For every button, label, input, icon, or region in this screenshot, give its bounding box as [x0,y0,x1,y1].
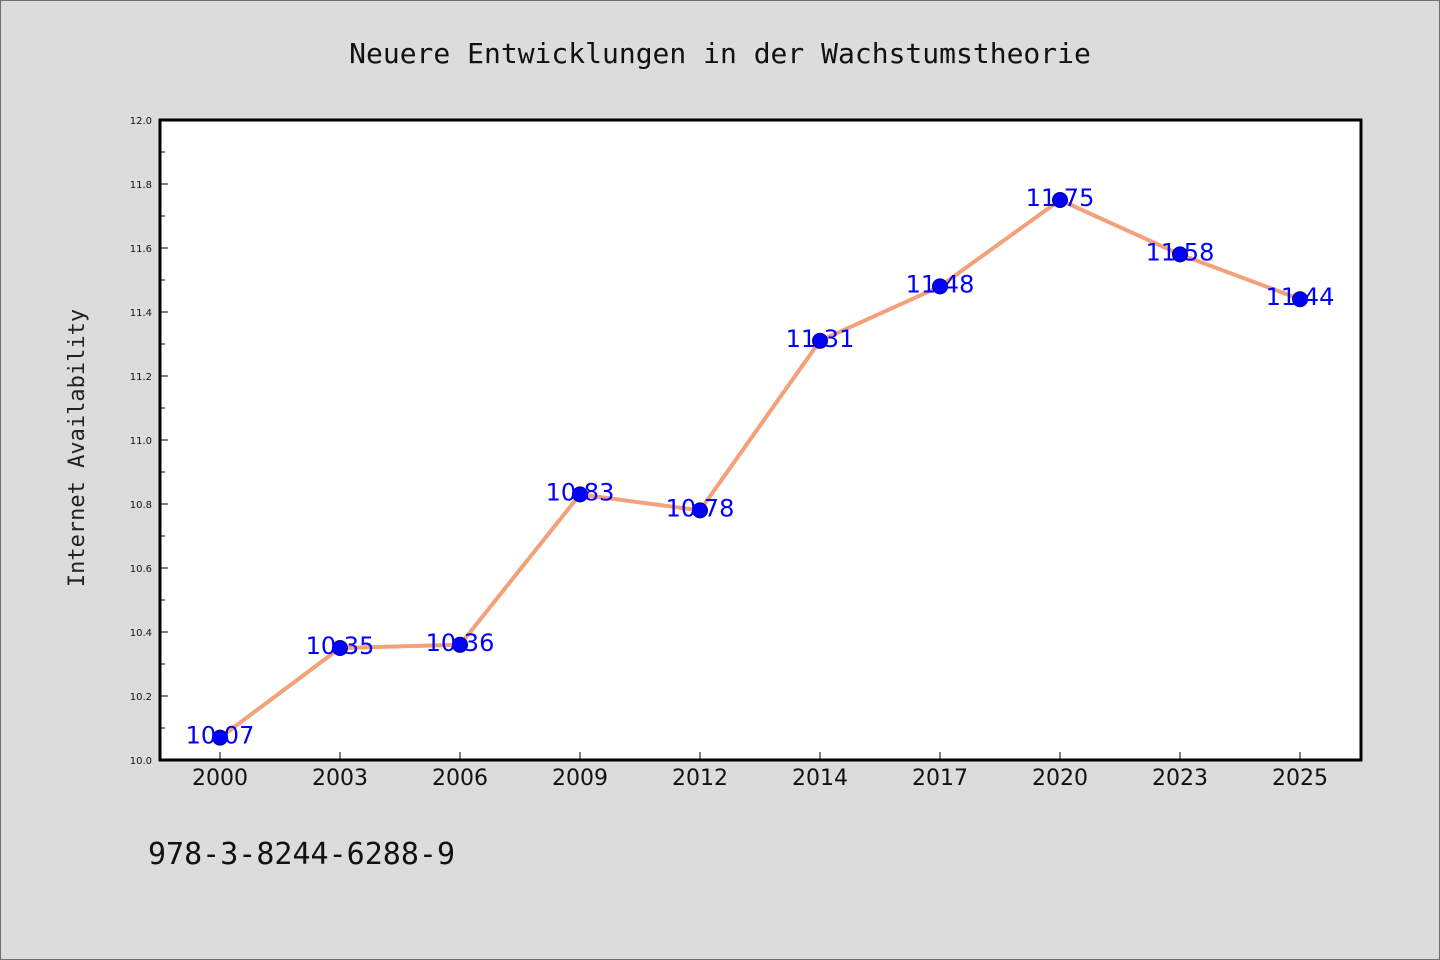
data-label: 10.07 [186,722,255,750]
data-point-marker [1172,246,1188,263]
x-tick-label: 2000 [192,766,248,791]
data-label: 11.48 [906,270,975,298]
y-tick-label: 11.6 [130,244,152,255]
y-tick-label: 11.4 [130,308,152,319]
data-point-marker [212,729,228,746]
data-label: 10.83 [546,478,615,506]
x-axis: 2000 2003 2006 2009 2012 2014 2017 2020 2023 2025 [192,752,1328,791]
y-axis: 10.0 10.2 10.4 10.6 10.8 11.0 11.2 11.4 11.6 11.8… [130,116,168,767]
y-tick-label: 10.0 [130,756,152,767]
data-point-marker [452,636,468,653]
data-point-marker [572,486,588,503]
data-label: 11.75 [1026,184,1095,212]
data-label: 11.31 [786,325,855,353]
data-label: 10.78 [666,494,735,522]
y-tick-label: 11.8 [130,180,152,191]
data-point-marker [692,502,708,519]
y-tick-label: 10.2 [130,692,152,703]
data-point-marker [932,278,948,295]
data-point-marker [1292,291,1308,308]
data-point-marker [1052,192,1068,208]
y-tick-label: 10.4 [130,628,152,639]
data-point-marker [812,332,828,349]
isbn-text: 978-3-8244-6288-9 [148,837,455,872]
data-label: 11.44 [1266,283,1335,311]
data-label: 10.36 [426,629,495,657]
series-line-group: 10.07 10.35 10.36 10.83 10.78 11.31 11.48 11.75… [186,184,1335,750]
x-tick-label: 2006 [432,766,488,791]
x-tick-label: 2023 [1152,766,1208,791]
y-tick-label: 10.6 [130,564,152,575]
plot-area [158,118,1363,762]
chart-title: Neuere Entwicklungen in der Wachstumsthe… [349,37,1091,70]
x-tick-label: 2017 [912,766,968,791]
x-tick-label: 2009 [552,766,608,791]
y-tick-label: 12.0 [130,116,152,127]
x-tick-label: 2012 [672,766,728,791]
y-axis-label: Internet Availability [65,309,90,587]
y-tick-label: 10.8 [130,500,152,511]
y-tick-label: 11.0 [130,436,152,447]
x-tick-label: 2014 [792,766,848,791]
x-tick-label: 2020 [1032,766,1088,791]
data-point-marker [332,640,348,656]
y-tick-label: 11.2 [130,372,152,383]
x-tick-label: 2025 [1272,766,1328,791]
data-label: 11.58 [1146,238,1215,266]
series-line [218,198,1302,740]
data-label: 10.35 [306,632,375,660]
x-tick-label: 2003 [312,766,368,791]
